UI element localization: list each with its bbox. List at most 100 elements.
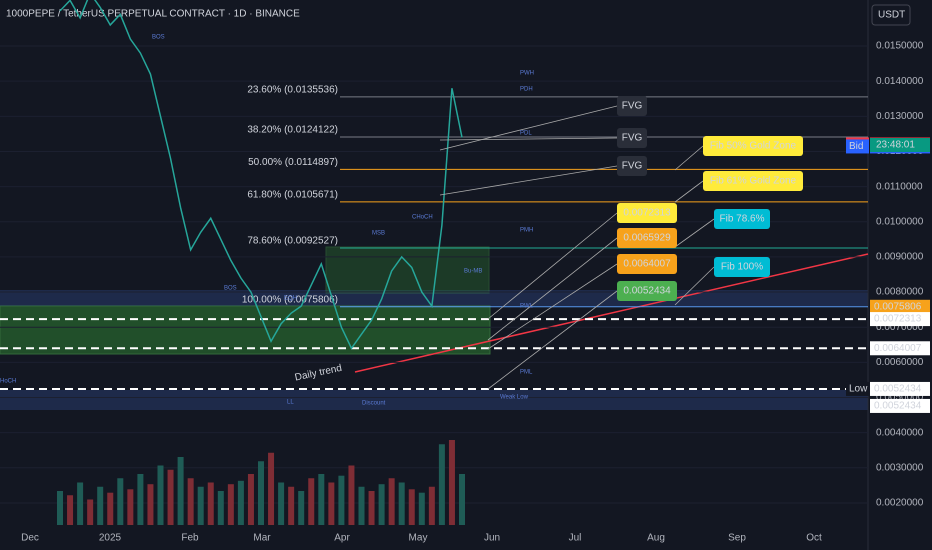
- marker-label: PDH: [520, 87, 533, 93]
- price-tag-prefix-bg: [846, 139, 869, 154]
- callout-line: [487, 212, 618, 320]
- marker-label: PML: [520, 370, 533, 376]
- callout-line: [674, 218, 715, 248]
- price-tag: [870, 299, 930, 314]
- price-tag-prefix-bg: [846, 381, 869, 396]
- price-tag-prefix: Low: [849, 384, 868, 395]
- x-tick-label: Apr: [334, 533, 350, 544]
- callout-text: FVG: [622, 101, 643, 112]
- volume-bar: [207, 482, 214, 525]
- volume-bar: [308, 478, 315, 525]
- callout-box: [703, 171, 803, 191]
- callout-text: Fib 78.6%: [719, 214, 764, 225]
- volume-bar: [428, 486, 435, 525]
- price-tag-text: 0.0052434: [874, 401, 922, 412]
- callout-box: [617, 228, 677, 248]
- fib-label: 100.00% (0.0075806): [242, 294, 338, 305]
- volume-bar: [268, 452, 275, 525]
- marker-label: Weak Low: [500, 395, 529, 401]
- callout-line: [487, 263, 618, 350]
- y-tick-label: 0.0020000: [876, 498, 924, 509]
- marker-label: Bu-MB: [464, 269, 482, 275]
- volume-bar: [348, 465, 355, 525]
- volume-bar: [157, 465, 164, 525]
- callout-text: Fib 100%: [721, 262, 763, 273]
- callout-line: [439, 105, 618, 151]
- callout-text: 0.0065929: [623, 233, 671, 244]
- callout-box: [617, 254, 677, 274]
- fib-label: 38.20% (0.0124122): [247, 125, 338, 136]
- currency: USDT: [878, 10, 905, 21]
- marker-label: PWH: [520, 71, 534, 77]
- zone-band: [0, 390, 868, 410]
- volume-bar: [117, 478, 124, 525]
- callout-text: FVG: [622, 133, 643, 144]
- volume-bar: [137, 474, 144, 525]
- x-tick-label: Feb: [181, 533, 199, 544]
- y-tick-label: 0.0130000: [876, 111, 924, 122]
- callout-text: Fib 50% Gold Zone: [710, 141, 797, 152]
- mb-zone: [325, 246, 490, 294]
- y-tick-label: 0.0140000: [876, 76, 924, 87]
- volume-bar: [358, 486, 365, 525]
- volume-bar: [227, 484, 234, 525]
- countdown: 23:48:01: [876, 140, 915, 151]
- volume-bar: [378, 484, 385, 525]
- x-tick-label: May: [409, 533, 428, 544]
- fib-label: 50.00% (0.0114897): [248, 157, 338, 168]
- volume-bar: [127, 489, 134, 525]
- marker-label: CHoCH: [412, 215, 433, 221]
- callout-line: [674, 145, 704, 171]
- volume-bar: [318, 474, 325, 525]
- fib-label: 23.60% (0.0135536): [247, 85, 338, 96]
- callout-box: [714, 209, 770, 229]
- marker-label: Discount: [362, 401, 386, 407]
- callout-text: 0.0052434: [623, 286, 671, 297]
- callout-box: [617, 281, 677, 301]
- y-tick-label: 0.0070000: [876, 322, 924, 333]
- marker-label: LL: [287, 400, 294, 406]
- callout-line: [487, 290, 618, 390]
- price-tag-text: 0.0052434: [874, 384, 922, 395]
- x-tick-label: Aug: [647, 533, 665, 544]
- volume-bar: [418, 492, 425, 525]
- volume-bar: [247, 474, 254, 525]
- volume-bar: [258, 461, 264, 525]
- callout-text: 0.0064007: [623, 259, 671, 270]
- y-tick-label: 0.0030000: [876, 462, 924, 473]
- volume-bar: [167, 469, 174, 525]
- callout-text: Fib 61% Gold Zone: [710, 176, 797, 187]
- price-tag: [870, 381, 930, 396]
- volume-bar: [438, 444, 445, 525]
- chart-title: 1000PEPE / TetherUS PERPETUAL CONTRACT ·…: [6, 9, 300, 20]
- marker-label: BOS: [152, 35, 165, 41]
- volume-bar: [448, 440, 455, 525]
- volume-bar: [368, 491, 375, 525]
- price-tag: [870, 341, 930, 356]
- callout-box: [617, 128, 647, 148]
- y-tick-label: 0.0100000: [876, 216, 924, 227]
- y-tick-label: 0.0040000: [876, 427, 924, 438]
- callout-box: [703, 136, 803, 156]
- demand-zone: [0, 305, 491, 355]
- volume-bar: [217, 491, 224, 525]
- volume-bar: [57, 491, 63, 525]
- marker-label: EQH: [284, 296, 297, 302]
- volume-bar: [87, 499, 94, 525]
- callout-text: 0.0072313: [623, 208, 671, 219]
- price-tag-text: 0.0075806: [874, 301, 922, 312]
- marker-label: HoCH: [0, 379, 16, 385]
- marker-label: BOS: [224, 286, 237, 292]
- callout-line: [487, 237, 618, 341]
- volume-bar: [288, 486, 295, 525]
- volume-bar: [107, 492, 114, 525]
- callout-box: [617, 156, 647, 176]
- countdown-bg: [870, 138, 930, 152]
- x-tick-label: Jun: [484, 533, 500, 544]
- marker-label: PMH: [520, 228, 533, 234]
- x-tick-label: Sep: [728, 533, 746, 544]
- price-tag-prefix: Bid: [849, 141, 863, 152]
- callout-line: [674, 180, 704, 203]
- marker-label: PWL: [520, 304, 534, 310]
